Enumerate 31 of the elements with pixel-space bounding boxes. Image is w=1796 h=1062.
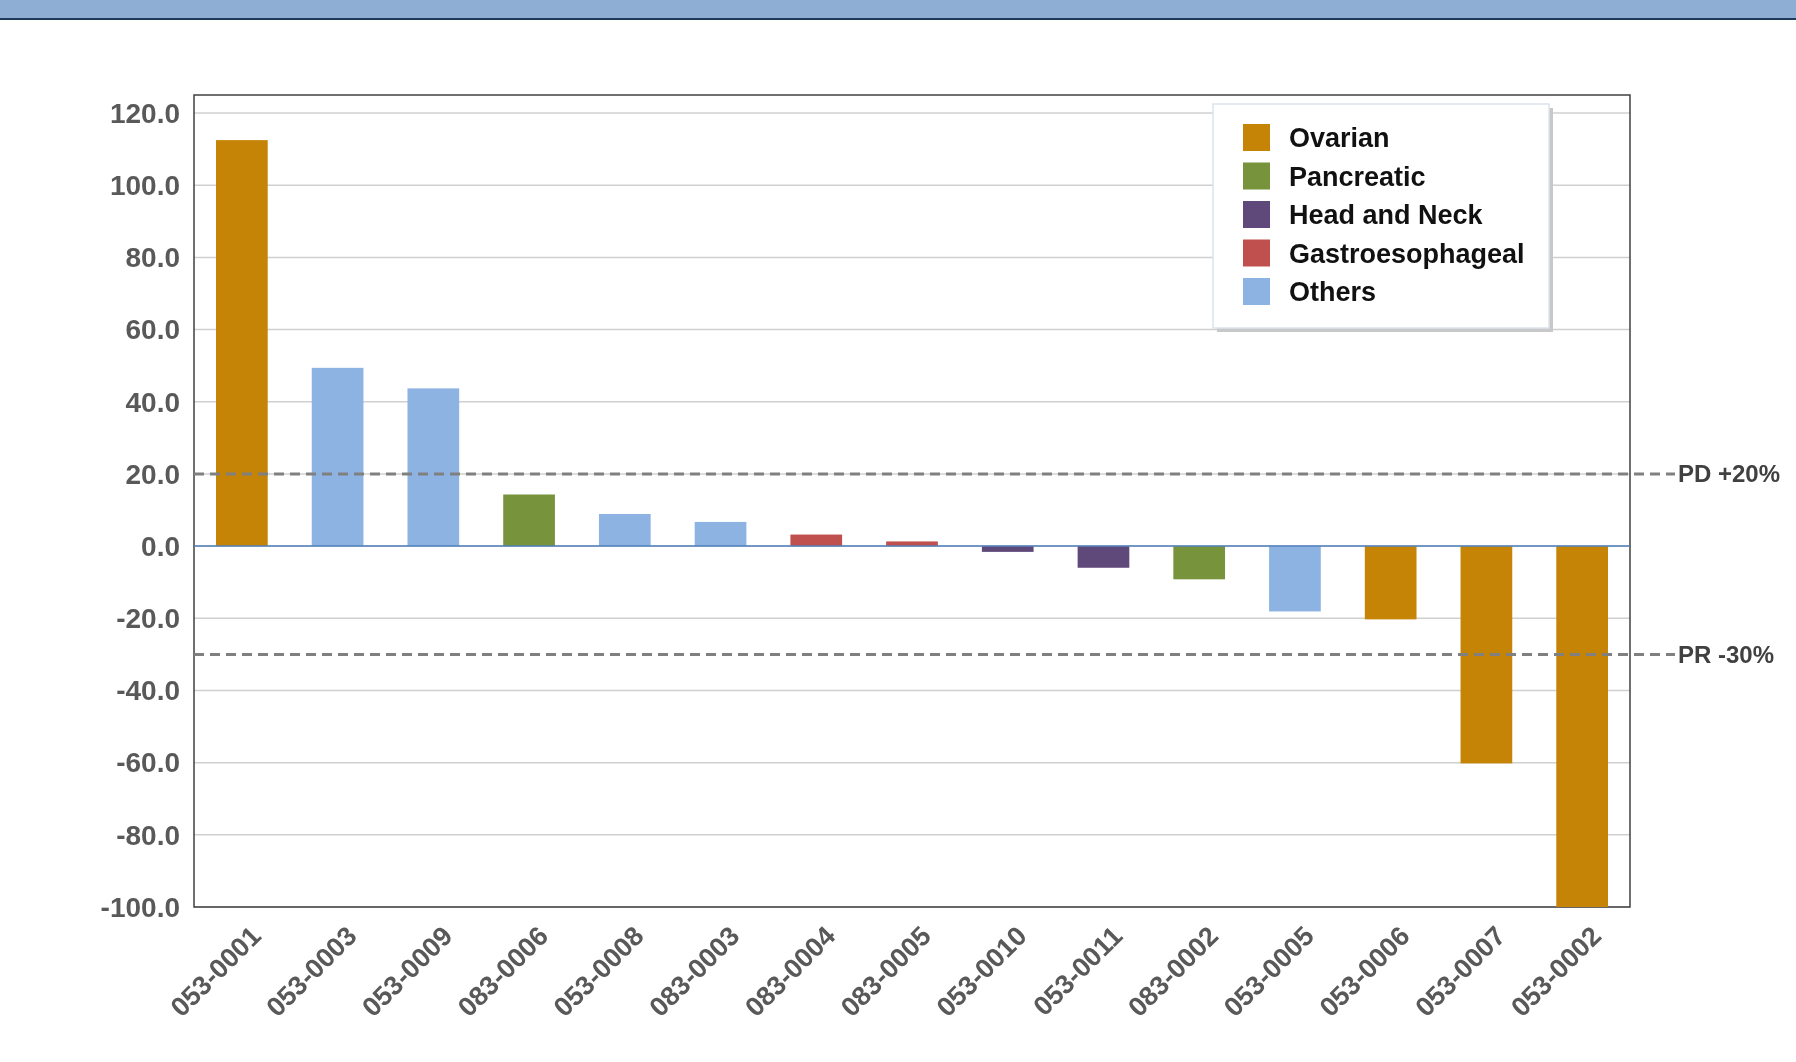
y-tick-label: 100.0 [109, 170, 180, 202]
y-tick-label: 60.0 [125, 314, 180, 346]
bar [407, 388, 460, 547]
y-tick-label: 0.0 [141, 530, 180, 562]
legend-label: Others [1289, 277, 1377, 308]
bar [1460, 546, 1513, 764]
bar [598, 513, 651, 547]
bar [1364, 546, 1417, 620]
bar [1173, 546, 1226, 580]
y-tick-label: -80.0 [116, 819, 180, 851]
bar [311, 367, 364, 547]
y-tick-label: -40.0 [116, 675, 180, 707]
y-tick-label: 80.0 [125, 242, 180, 274]
legend-label: Gastroesophageal [1289, 238, 1525, 269]
legend-label: Pancreatic [1289, 161, 1426, 192]
bar [1556, 546, 1608, 907]
bar [1077, 546, 1130, 568]
y-tick-label: -20.0 [116, 603, 180, 635]
bar [216, 140, 268, 547]
bar [503, 494, 555, 547]
y-tick-label: -100.0 [100, 891, 180, 923]
y-tick-label: -60.0 [116, 747, 180, 779]
y-tick-label: 120.0 [109, 97, 180, 129]
bar [694, 521, 747, 547]
ref-line-label: PD +20% [1678, 460, 1781, 488]
legend-label: Head and Neck [1289, 200, 1484, 231]
y-tick-label: 20.0 [125, 458, 180, 490]
legend-label: Ovarian [1289, 123, 1390, 154]
y-tick-label: 40.0 [125, 386, 180, 418]
ref-line-label: PR -30% [1678, 640, 1775, 668]
bar [1269, 546, 1321, 612]
